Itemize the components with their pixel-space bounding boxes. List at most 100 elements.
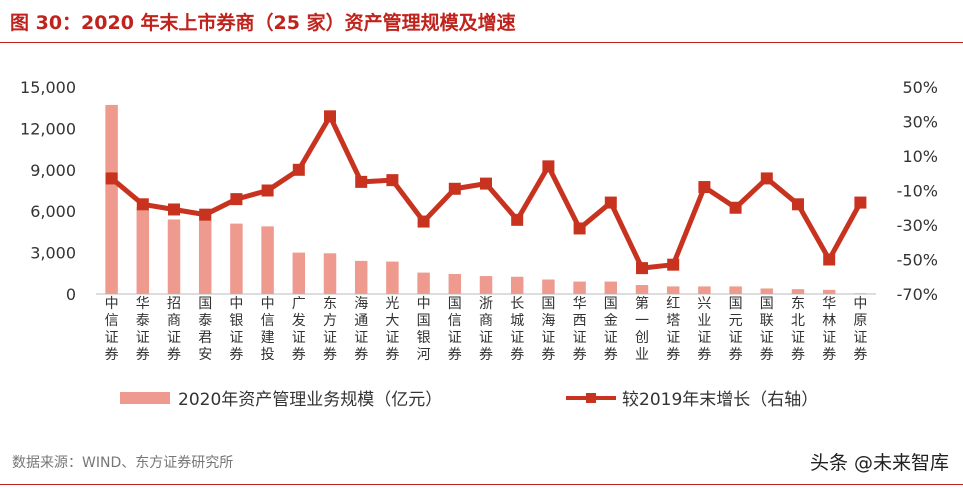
line-marker bbox=[105, 172, 118, 185]
right-axis-tick-label: 50% bbox=[902, 78, 938, 97]
bar bbox=[573, 281, 586, 294]
line-marker bbox=[136, 198, 149, 211]
left-axis-tick-label: 9,000 bbox=[30, 161, 76, 180]
x-tick-label: 浙商证券 bbox=[479, 296, 493, 363]
source-note: 数据来源：WIND、东方证券研究所 bbox=[12, 455, 234, 471]
bar bbox=[448, 273, 462, 294]
bar bbox=[167, 219, 181, 294]
line-marker bbox=[199, 208, 212, 221]
bar bbox=[542, 279, 555, 294]
left-axis-tick-label: 12,000 bbox=[20, 119, 76, 138]
bar bbox=[230, 223, 243, 294]
x-tick-label: 国信证券 bbox=[448, 296, 462, 363]
bar bbox=[417, 272, 430, 294]
growth-line bbox=[110, 113, 863, 271]
line-marker bbox=[324, 110, 336, 123]
bar bbox=[666, 286, 680, 294]
line-marker bbox=[542, 160, 555, 173]
x-tick-label: 东北证券 bbox=[791, 296, 805, 363]
x-tick-label: 招商证券 bbox=[167, 296, 181, 363]
right-axis-tick-label: 10% bbox=[902, 147, 938, 166]
legend-line-marker bbox=[586, 393, 596, 403]
left-axis-tick-label: 0 bbox=[66, 285, 76, 304]
x-tick-label: 中信证券 bbox=[105, 296, 119, 363]
line-marker bbox=[792, 198, 804, 211]
bar bbox=[854, 293, 867, 295]
bar bbox=[261, 226, 274, 294]
legend-bar-swatch bbox=[120, 392, 170, 404]
line-marker bbox=[573, 222, 586, 235]
x-tick-label: 国金证券 bbox=[604, 296, 618, 363]
line-marker bbox=[760, 172, 773, 185]
right-axis-tick-label: 30% bbox=[902, 113, 938, 132]
x-tick-label: 广发证券 bbox=[292, 296, 306, 363]
x-tick-label: 长城证券 bbox=[510, 296, 524, 363]
x-tick-label: 国海证券 bbox=[541, 296, 555, 363]
x-tick-label: 华西证券 bbox=[573, 296, 587, 363]
bar bbox=[729, 286, 742, 294]
line-marker bbox=[448, 182, 461, 195]
bar bbox=[354, 260, 368, 294]
line-marker bbox=[261, 184, 274, 197]
x-tick-label: 红塔证券 bbox=[666, 296, 680, 363]
line-marker bbox=[854, 196, 867, 209]
line-marker bbox=[511, 213, 524, 226]
x-tick-label: 海通证券 bbox=[354, 296, 368, 363]
bar bbox=[791, 289, 805, 294]
footer-divider bbox=[0, 484, 963, 485]
right-axis-tick-label: -30% bbox=[897, 216, 938, 235]
bar bbox=[760, 288, 774, 294]
axes-group: 0 3,000 6,000 9,000 12,000 15,000 -70% -50% -30%… bbox=[20, 78, 938, 304]
line-marker bbox=[823, 253, 836, 266]
left-axis-tick-label: 3,000 bbox=[30, 244, 76, 263]
x-tick-label: 兴业证券 bbox=[697, 296, 711, 363]
legend: 2020年资产管理业务规模（亿元） 较2019年末增长（右轴） bbox=[120, 390, 818, 410]
left-axis-tick-label: 6,000 bbox=[30, 202, 76, 221]
x-tick-label: 国联证券 bbox=[760, 296, 774, 363]
right-axis-tick-label: -70% bbox=[897, 285, 938, 304]
x-axis-labels: 中信证券 华泰证券 招商证券 国泰君安 中银证券 中信建投 广发证券 东方证券 海通证券 光大证券… bbox=[105, 295, 868, 363]
line-marker bbox=[729, 201, 742, 214]
bar bbox=[292, 252, 306, 294]
bar bbox=[198, 213, 212, 294]
line-marker bbox=[386, 174, 399, 187]
x-tick-label: 中国银河 bbox=[417, 296, 431, 363]
bar bbox=[323, 253, 337, 294]
line-marker bbox=[230, 193, 243, 206]
x-tick-label: 光大证券 bbox=[385, 296, 399, 363]
line-marker bbox=[604, 196, 617, 209]
legend-line-label: 较2019年末增长（右轴） bbox=[622, 390, 818, 410]
bar bbox=[136, 207, 150, 294]
x-tick-label: 中信建投 bbox=[261, 296, 275, 363]
bar bbox=[822, 289, 836, 294]
bar bbox=[510, 276, 524, 294]
line-marker bbox=[292, 163, 305, 176]
x-tick-label: 华林证券 bbox=[822, 296, 836, 363]
bar bbox=[479, 276, 493, 294]
line-marker bbox=[417, 215, 430, 228]
bar bbox=[635, 285, 649, 294]
left-axis-tick-label: 15,000 bbox=[20, 78, 76, 97]
bar bbox=[386, 261, 399, 294]
watermark: 头条 @未来智库 bbox=[809, 452, 949, 474]
bar bbox=[105, 104, 118, 294]
line-series bbox=[105, 110, 867, 275]
bar bbox=[698, 286, 711, 294]
bar-series bbox=[105, 104, 867, 295]
x-tick-label: 国泰君安 bbox=[198, 296, 212, 363]
x-tick-label: 华泰证券 bbox=[136, 296, 150, 363]
line-marker bbox=[168, 203, 180, 216]
line-marker bbox=[480, 177, 492, 190]
chart-title: 图 30：2020 年末上市券商（25 家）资产管理规模及增速 bbox=[10, 12, 516, 34]
title-divider bbox=[0, 42, 963, 43]
combo-chart: 0 3,000 6,000 9,000 12,000 15,000 -70% -50% -30%… bbox=[20, 78, 938, 410]
x-tick-label: 东方证券 bbox=[323, 296, 337, 363]
line-marker bbox=[355, 175, 368, 188]
right-axis-tick-label: -50% bbox=[897, 251, 938, 270]
x-tick-label: 第一创业 bbox=[635, 295, 649, 363]
line-marker bbox=[667, 258, 680, 271]
x-tick-label: 中银证券 bbox=[229, 296, 243, 363]
right-axis-tick-label: -10% bbox=[897, 182, 938, 201]
line-marker bbox=[636, 262, 648, 275]
x-tick-label: 中原证券 bbox=[853, 296, 867, 363]
